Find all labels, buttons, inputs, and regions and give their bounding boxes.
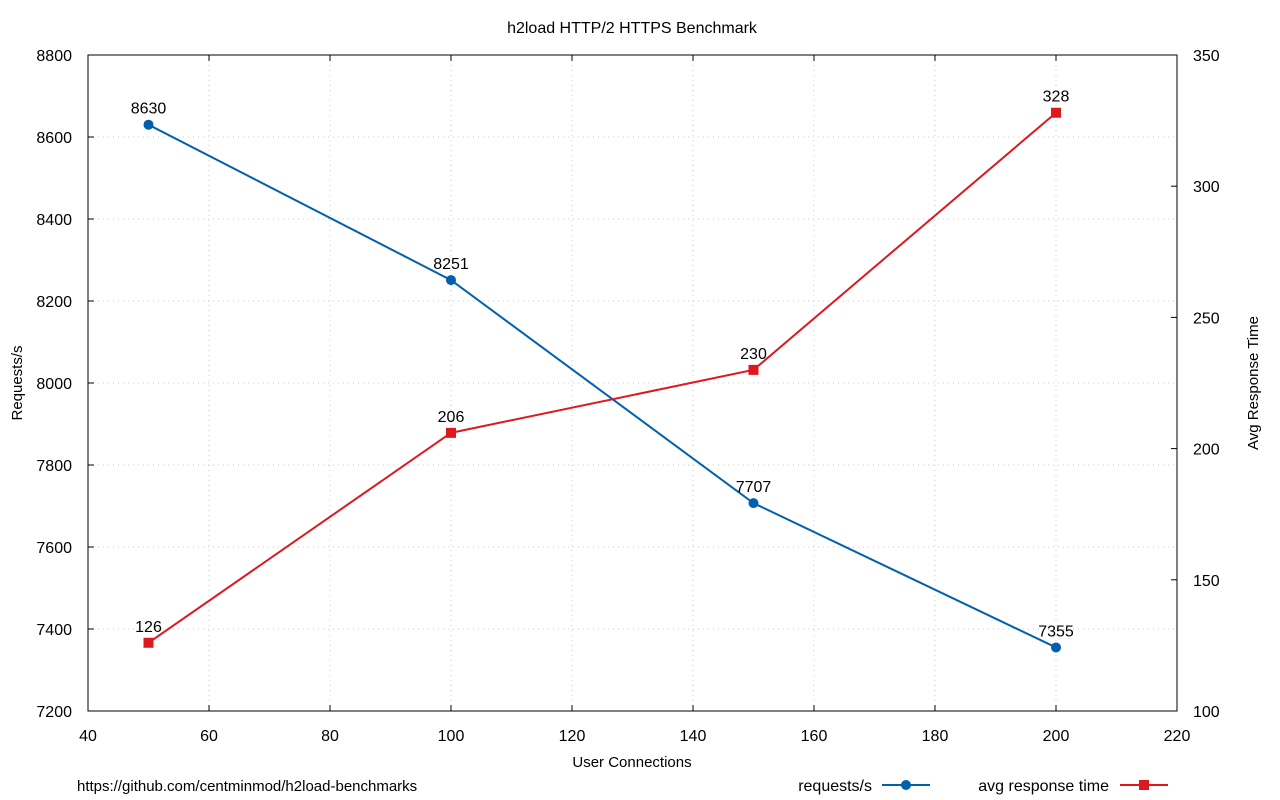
data-label: 7707 [736, 479, 772, 496]
y-tick-label: 8800 [36, 48, 72, 65]
y-tick-label: 8600 [36, 130, 72, 147]
data-label: 206 [438, 409, 465, 426]
y-tick-label: 8000 [36, 376, 72, 393]
series-line [147, 111, 1057, 644]
x-tick-label: 140 [680, 728, 707, 745]
legend-item-response: avg response time [978, 778, 1168, 795]
source-url: https://github.com/centminmod/h2load-ben… [77, 778, 417, 795]
legend-item-requests: requests/s [798, 778, 930, 795]
x-tick-label: 220 [1164, 728, 1191, 745]
legend-label-response: avg response time [978, 778, 1109, 795]
x-tick-label: 180 [922, 728, 949, 745]
y2-tick-label: 350 [1193, 48, 1220, 65]
series-line [148, 123, 1057, 649]
data-label: 230 [740, 346, 767, 363]
x-tick-label: 200 [1043, 728, 1070, 745]
x-axis-ticks: 40 60 80 100 120 140 160 180 200 220 [79, 55, 1190, 745]
series-layer: 8630 8251 7707 7355 126 206 230 328 [131, 89, 1074, 653]
y2-tick-label: 300 [1193, 179, 1220, 196]
y2-axis-ticks: 100 150 200 250 300 350 [1171, 48, 1220, 721]
data-point [143, 637, 154, 648]
y-tick-label: 8200 [36, 294, 72, 311]
y-axis-label: Requests/s [9, 345, 26, 420]
data-point [1051, 642, 1061, 653]
y2-tick-label: 150 [1193, 573, 1220, 590]
x-tick-label: 60 [200, 728, 218, 745]
legend-marker-response [1139, 780, 1149, 790]
y-tick-label: 7400 [36, 622, 72, 639]
data-label: 126 [135, 619, 162, 636]
legend-label-requests: requests/s [798, 778, 872, 795]
x-tick-label: 160 [801, 728, 828, 745]
y2-tick-label: 250 [1193, 310, 1220, 327]
data-point [143, 119, 154, 130]
data-point [1051, 107, 1061, 118]
legend: requests/s avg response time [798, 778, 1168, 795]
x-tick-label: 80 [321, 728, 339, 745]
y-tick-label: 7800 [36, 458, 72, 475]
y-tick-label: 8400 [36, 212, 72, 229]
data-label: 7355 [1038, 623, 1074, 640]
y2-tick-label: 100 [1193, 704, 1220, 721]
data-label: 328 [1043, 89, 1070, 106]
data-label: 8630 [131, 101, 167, 118]
x-tick-label: 40 [79, 728, 97, 745]
y2-axis-label: Avg Response Time [1245, 316, 1262, 450]
y-tick-label: 7600 [36, 540, 72, 557]
chart-title: h2load HTTP/2 HTTPS Benchmark [507, 20, 758, 37]
y-tick-label: 7200 [36, 704, 72, 721]
series-requests: 8630 8251 7707 7355 [131, 101, 1074, 653]
data-point [446, 427, 456, 438]
x-tick-label: 100 [438, 728, 465, 745]
y-axis-ticks: 7200 7400 7600 7800 8000 8200 8400 8600 8800 [36, 48, 94, 721]
x-tick-label: 120 [559, 728, 586, 745]
grid-lines [88, 55, 1177, 711]
data-point [748, 498, 759, 509]
x-axis-label: User Connections [572, 754, 691, 771]
series-response-time: 126 206 230 328 [135, 89, 1069, 648]
legend-marker-requests [901, 780, 911, 790]
data-point [748, 364, 759, 375]
y2-tick-label: 200 [1193, 442, 1220, 459]
data-point [446, 275, 456, 286]
data-label: 8251 [433, 256, 469, 273]
